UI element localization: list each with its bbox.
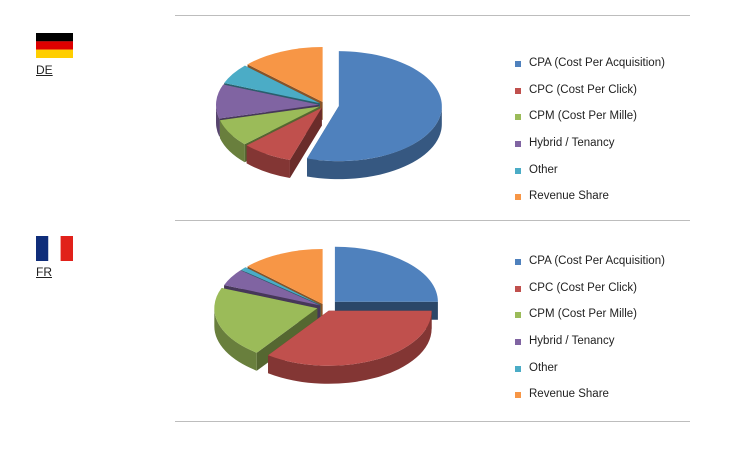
germany-flag xyxy=(36,33,73,58)
france-flag xyxy=(36,236,73,261)
legend-label: Other xyxy=(529,361,558,374)
legend-swatch xyxy=(515,167,521,174)
legend-swatch xyxy=(515,365,521,372)
pie-slice-rim-cpc-cost-per-click xyxy=(246,145,290,179)
pie-slice-cpa-cost-per-acquisition xyxy=(334,246,438,302)
legend-label: Other xyxy=(529,163,558,176)
pie-slice-other xyxy=(241,267,321,305)
legend-swatch xyxy=(515,312,521,319)
pie-slice-other xyxy=(224,65,320,104)
flag-stripe xyxy=(36,33,73,42)
pie-slice-rim-cpa-cost-per-acquisition xyxy=(306,106,442,180)
legend-label: Hybrid / Tenancy xyxy=(529,335,615,348)
legend-label: Hybrid / Tenancy xyxy=(529,137,615,150)
fr-pie-svg xyxy=(214,246,438,384)
legend-swatch xyxy=(515,194,521,201)
country-label-de: DE xyxy=(36,63,53,77)
legend-swatch xyxy=(515,285,521,292)
legend-label: CPC (Cost Per Click) xyxy=(529,83,637,96)
pie-slice-cpm-cost-per-mille xyxy=(214,287,318,353)
country-label-fr: FR xyxy=(36,265,52,279)
legend-label: CPC (Cost Per Click) xyxy=(529,281,637,294)
legend-label: CPA (Cost Per Acquisition) xyxy=(529,57,665,69)
middle-divider xyxy=(175,220,690,221)
pie-slice-cpm-cost-per-mille xyxy=(219,106,320,145)
legend-swatch xyxy=(515,392,521,399)
pie-slice-cpa-cost-per-acquisition xyxy=(306,51,442,162)
pie-slice-rim-cpc-cost-per-click xyxy=(268,310,432,384)
pie-slice-hybrid-tenancy xyxy=(216,84,320,119)
legend-label: Revenue Share xyxy=(529,190,609,203)
pie-slice-rim-cpm-cost-per-mille xyxy=(219,120,245,163)
legend-label: CPA (Cost Per Acquisition) xyxy=(529,255,665,267)
bottom-divider xyxy=(175,421,690,422)
pie-slice-rim-cpm-cost-per-mille xyxy=(214,308,257,371)
pie-slice-revenue-share xyxy=(247,249,323,305)
legend-swatch xyxy=(515,61,521,67)
flag-stripe xyxy=(36,236,49,261)
flag-stripe xyxy=(36,41,73,50)
legend-label: CPM (Cost Per Mille) xyxy=(529,110,637,123)
de-pie-chart: CPA (Cost Per Acquisition) CPC (Cost Per … xyxy=(175,20,690,220)
pie-slice-revenue-share xyxy=(247,47,323,103)
pie-slice-cpc-cost-per-click xyxy=(268,310,432,366)
pie-slice-cpc-cost-per-click xyxy=(246,107,322,161)
legend-label: CPM (Cost Per Mille) xyxy=(529,308,637,321)
de-pie-svg xyxy=(216,47,442,180)
legend-swatch xyxy=(515,87,521,94)
legend-swatch xyxy=(515,259,521,265)
legend-swatch xyxy=(515,141,521,148)
fr-pie-chart: CPA (Cost Per Acquisition) CPC (Cost Per … xyxy=(175,222,690,422)
pie-slice-rim-hybrid-tenancy xyxy=(216,104,220,137)
flag-stripe xyxy=(36,49,73,58)
pie-slice-hybrid-tenancy xyxy=(224,270,320,306)
top-divider xyxy=(175,15,690,16)
legend-swatch xyxy=(515,114,521,121)
flag-stripe xyxy=(60,236,73,261)
legend-swatch xyxy=(515,339,521,346)
legend-label: Revenue Share xyxy=(529,388,609,401)
flag-stripe xyxy=(48,236,61,261)
